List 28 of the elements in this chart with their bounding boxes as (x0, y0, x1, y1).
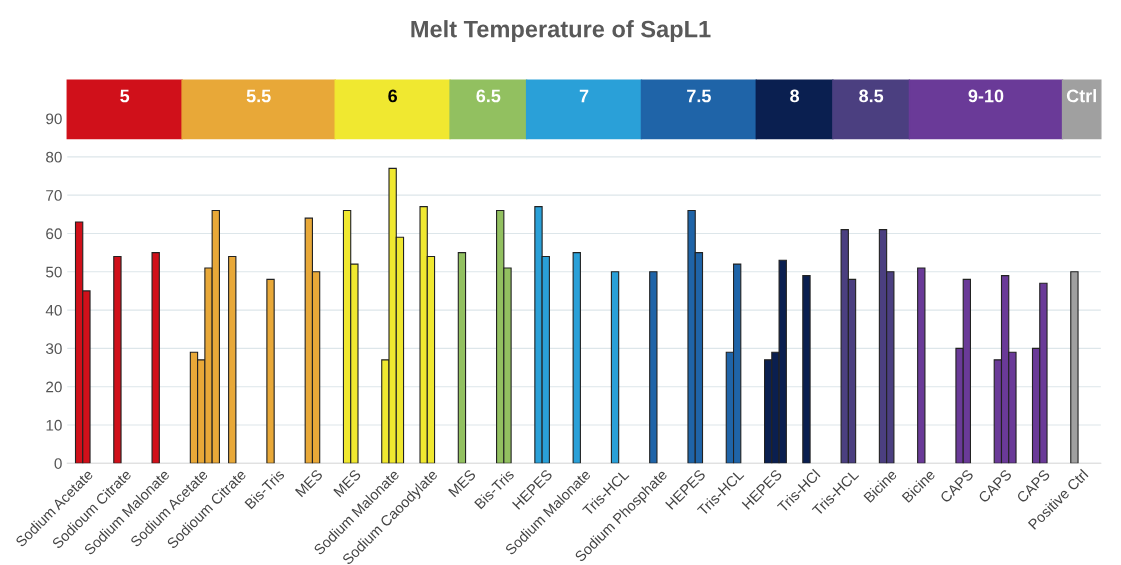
y-tick-label: 20 (46, 381, 62, 393)
bar (649, 271, 658, 464)
bar (610, 271, 620, 464)
annotation: 7 (579, 89, 589, 103)
annotation: 8 (790, 89, 800, 103)
y-tick-label: 80 (46, 151, 62, 163)
annotation: 5 (120, 89, 130, 103)
bar (457, 252, 467, 464)
annotation: 9-10 (968, 89, 1004, 103)
annotation: 5.5 (246, 89, 271, 103)
annotation: 6.5 (476, 89, 501, 103)
y-tick-label: 40 (45, 304, 62, 316)
y-tick-label: 0 (54, 458, 62, 469)
y-tick-label: 70 (46, 190, 62, 201)
y-tick-label: 90 (46, 113, 62, 125)
annotation: 8.5 (859, 89, 884, 103)
bar (151, 252, 160, 464)
y-tick-label: 50 (46, 266, 62, 278)
y-tick-label: 30 (45, 343, 62, 355)
bar (1070, 271, 1079, 464)
annotation: 7.5 (687, 89, 711, 103)
bar (113, 255, 122, 464)
annotation: 6 (388, 89, 398, 103)
y-tick-label: 60 (46, 228, 62, 240)
chart-title: Melt Temperature of SapL1 (411, 20, 711, 43)
bar (572, 252, 581, 464)
y-tick-label: 10 (46, 419, 62, 431)
annotation: Ctrl (1066, 89, 1096, 103)
